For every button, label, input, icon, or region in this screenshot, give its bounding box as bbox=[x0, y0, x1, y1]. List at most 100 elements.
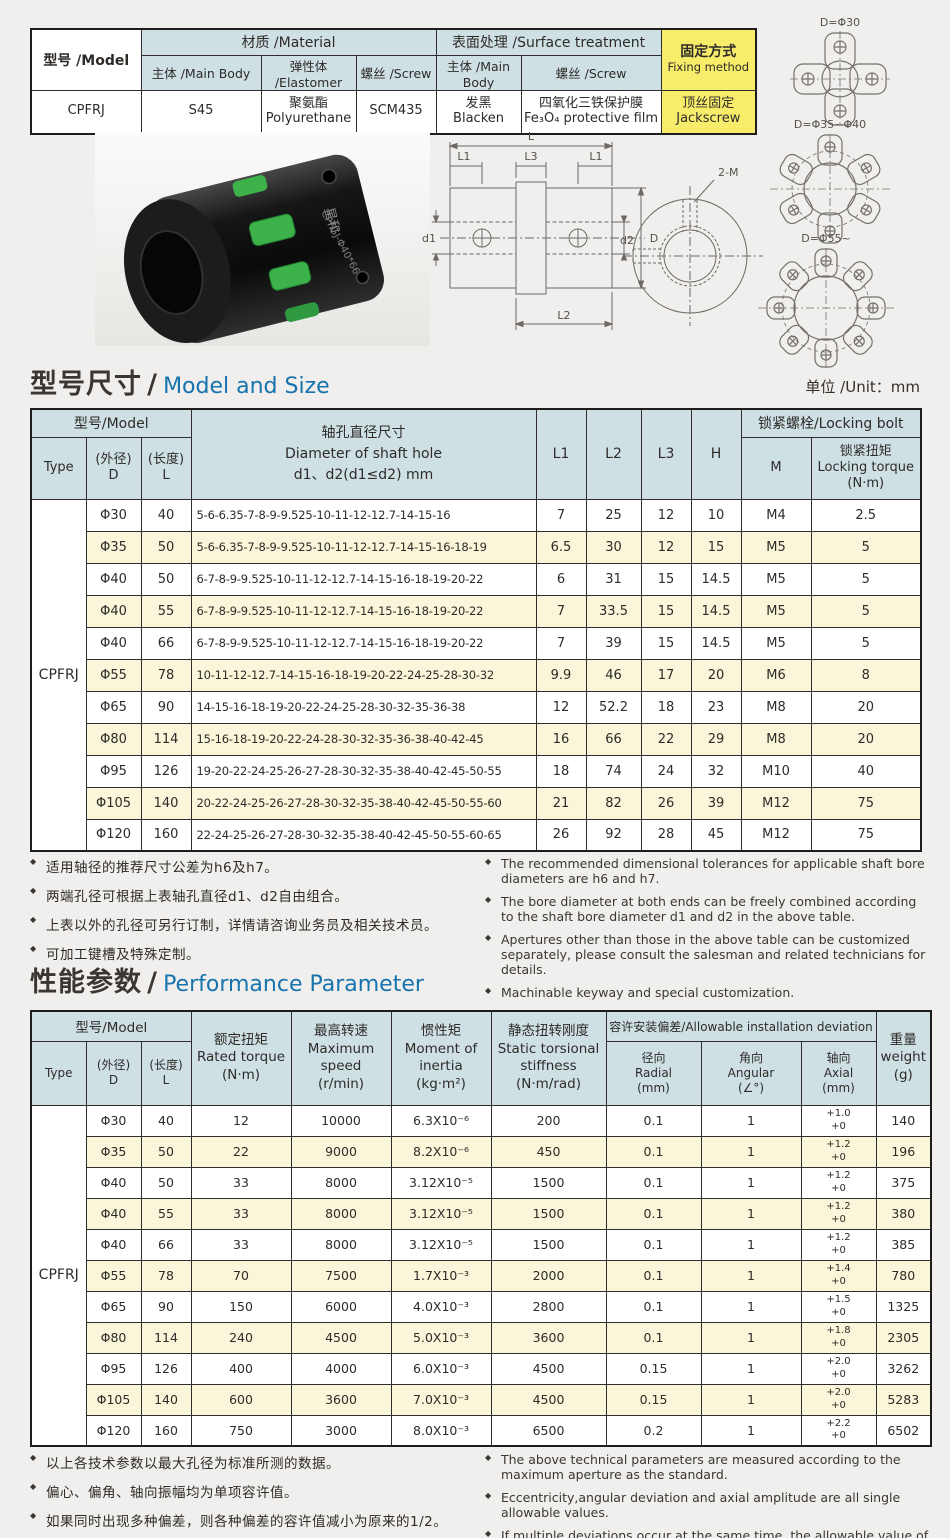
table-cell: Φ40 bbox=[85, 1197, 142, 1230]
table-cell: 50 bbox=[140, 1135, 192, 1168]
table-cell: 10000 bbox=[290, 1104, 392, 1137]
table-cell: 22 bbox=[640, 722, 692, 756]
t2-type-header: Type bbox=[30, 1040, 87, 1106]
t2-stiffness-header: 静态扭转刚度 Static torsional stiffness (N·m/r… bbox=[490, 1010, 607, 1106]
material-group-header: 材质 /Material bbox=[140, 28, 437, 56]
table-row: Φ40 66 33 8000 3.12X10⁻⁵ 1500 0.1 1 +1.2 +0 385 bbox=[31, 1228, 932, 1261]
table-cell: 14.5 bbox=[690, 594, 742, 628]
table-cell: 15 bbox=[690, 530, 742, 564]
t1-model-group: 型号/Model bbox=[30, 408, 192, 438]
table-cell: 2800 bbox=[490, 1290, 607, 1323]
surface-group-header: 表面处理 /Surface treatment bbox=[435, 28, 662, 56]
surface-main-value: 发黑 Blacken bbox=[435, 89, 522, 135]
table-cell: +2.2 +0 bbox=[800, 1414, 877, 1447]
table-row: Φ80 114 15-16-18-19-20-22-24-28-30-32-35-3… bbox=[31, 722, 922, 756]
table-cell: M12 bbox=[740, 786, 812, 820]
spider-label: D=Φ35~Φ40 bbox=[793, 118, 867, 131]
table-cell: 140 bbox=[140, 786, 192, 820]
table-cell: M5 bbox=[740, 530, 812, 564]
table-cell: 1500 bbox=[490, 1166, 607, 1199]
table-cell: 24 bbox=[640, 754, 692, 788]
table-cell: 1 bbox=[700, 1321, 802, 1354]
table-row: Φ35 50 22 9000 8.2X10⁻⁶ 450 0.1 1 +1.2 +0 196 bbox=[31, 1135, 932, 1168]
t2-d-header: (外径) D bbox=[85, 1040, 142, 1106]
t1-header-row-2: Type (外径) D (长度) L M 锁紧扭矩 Locking torque… bbox=[30, 436, 922, 500]
table-cell: 140 bbox=[140, 1383, 192, 1416]
table-cell: 19-20-22-24-25-26-27-28-30-32-35-38-40-4… bbox=[190, 754, 537, 788]
table-cell: 21 bbox=[535, 786, 587, 820]
table-cell: 55 bbox=[140, 1197, 192, 1230]
table-cell: 4500 bbox=[490, 1352, 607, 1385]
t2-l-header: (长度) L bbox=[140, 1040, 192, 1106]
table-cell: 126 bbox=[140, 1352, 192, 1385]
t1-h-header: H bbox=[690, 408, 742, 500]
table-cell: +1.2 +0 bbox=[800, 1135, 877, 1168]
table-cell: 22-24-25-26-27-28-30-32-35-38-40-42-45-5… bbox=[190, 818, 537, 852]
table-cell: 6.0X10⁻³ bbox=[390, 1352, 492, 1385]
note-item: 上表以外的孔径可另行订制，详情请咨询业务员及相关技术员。 bbox=[30, 914, 485, 934]
table-cell: +1.2 +0 bbox=[800, 1228, 877, 1261]
section1-title-en: Model and Size bbox=[163, 374, 330, 399]
table-cell: 160 bbox=[140, 1414, 192, 1447]
table-cell: Φ55 bbox=[85, 1259, 142, 1292]
note-item: 可加工键槽及特殊定制。 bbox=[30, 943, 485, 963]
table-cell: 600 bbox=[190, 1383, 292, 1416]
t1-l-header: (长度) L bbox=[140, 436, 192, 500]
table-cell: Φ105 bbox=[85, 1383, 142, 1416]
table-row: CPFRJ Φ30 40 5-6-6.35-7-8-9-9.525-10-11-12-… bbox=[30, 498, 922, 852]
table-cell: 29 bbox=[690, 722, 742, 756]
elastomer-value: 聚氨酯 Polyurethane bbox=[260, 89, 357, 135]
table-row: Φ95 126 400 4000 6.0X10⁻³ 4500 0.15 1 +2.0 +0 326… bbox=[31, 1352, 932, 1385]
table-cell: 5-6-6.35-7-8-9-9.525-10-11-12-12.7-14-15… bbox=[190, 498, 537, 532]
table-cell: 17 bbox=[640, 658, 692, 692]
notes1-zh-list: 适用轴径的推荐尺寸公差为h6及h7。两端孔径可根据上表轴孔直径d1、d2自由组合… bbox=[30, 856, 485, 1008]
table-cell: 160 bbox=[140, 818, 192, 852]
table-cell: +1.8 +0 bbox=[800, 1321, 877, 1354]
table-cell: 4500 bbox=[490, 1383, 607, 1416]
product-photo: 星和 CPFGJ-Φ40*66 bbox=[95, 132, 430, 346]
note-item: The recommended dimensional tolerances f… bbox=[485, 856, 930, 886]
t1-m-header: M bbox=[740, 436, 812, 500]
t1-shaft-hole-header: 轴孔直径尺寸 Diameter of shaft hole d1、d2(d1≤d… bbox=[190, 408, 537, 500]
spec-table: 型号 /Model 材质 /Material 表面处理 /Surface tre… bbox=[30, 28, 758, 135]
table-cell: 75 bbox=[810, 818, 922, 852]
table-row: Φ40 55 6-7-8-9-9.525-10-11-12-12.7-14-15-1… bbox=[31, 594, 922, 628]
table-row: Φ40 66 6-7-8-9-9.525-10-11-12-12.7-14-15-1… bbox=[31, 626, 922, 660]
photo-brand-text: 星和 bbox=[321, 206, 342, 235]
table-cell: 1 bbox=[700, 1228, 802, 1261]
table-cell: 12 bbox=[535, 690, 587, 724]
table-cell: Φ30 bbox=[85, 1104, 142, 1137]
main-body-value: S45 bbox=[140, 89, 262, 135]
table-cell: 40 bbox=[810, 754, 922, 788]
table-cell: 5.0X10⁻³ bbox=[390, 1321, 492, 1354]
table-cell: 33 bbox=[190, 1228, 292, 1261]
table-cell: 8.0X10⁻³ bbox=[390, 1414, 492, 1447]
spec-header-row-2: 主体 /Main Body 弹性体 /Elastomer 螺丝 /Screw 主… bbox=[31, 54, 756, 91]
table-cell: Φ65 bbox=[85, 690, 142, 724]
table-cell: 18 bbox=[535, 754, 587, 788]
table-cell: 0.15 bbox=[605, 1352, 702, 1385]
table-cell: 7 bbox=[535, 594, 587, 628]
notes1-en-list: The recommended dimensional tolerances f… bbox=[485, 856, 930, 1008]
table-cell: 66 bbox=[585, 722, 642, 756]
table-cell: 2305 bbox=[875, 1321, 932, 1354]
table-cell: 1 bbox=[700, 1290, 802, 1323]
table-row: Φ55 78 70 7500 1.7X10⁻³ 2000 0.1 1 +1.4 +0 780 bbox=[31, 1259, 932, 1292]
table-cell: 50 bbox=[140, 1166, 192, 1199]
table-row: Φ95 126 19-20-22-24-25-26-27-28-30-32-35-3… bbox=[31, 754, 922, 788]
table-cell: 4500 bbox=[290, 1321, 392, 1354]
table-row: Φ105 140 600 3600 7.0X10⁻³ 4500 0.15 1 +2.0 +0 52… bbox=[31, 1383, 932, 1416]
table-cell: 26 bbox=[640, 786, 692, 820]
table-cell: 3262 bbox=[875, 1352, 932, 1385]
table-cell: 200 bbox=[490, 1104, 607, 1137]
table-cell: 15-16-18-19-20-22-24-28-30-32-35-36-38-4… bbox=[190, 722, 537, 756]
dimension-label: L1 bbox=[589, 150, 602, 163]
note-item: 如果同时出现多种偏差，则各种偏差的容许值减小为原来的1/2。 bbox=[30, 1510, 485, 1530]
table-cell: 16 bbox=[535, 722, 587, 756]
dimension-label: L bbox=[528, 130, 535, 143]
table-row: Φ35 50 5-6-6.35-7-8-9-9.525-10-11-12-12.7-… bbox=[31, 530, 922, 564]
table-cell: 7.0X10⁻³ bbox=[390, 1383, 492, 1416]
table-cell: Φ40 bbox=[85, 626, 142, 660]
table-row: Φ80 114 240 4500 5.0X10⁻³ 3600 0.1 1 +1.8 +0 2305 bbox=[31, 1321, 932, 1354]
